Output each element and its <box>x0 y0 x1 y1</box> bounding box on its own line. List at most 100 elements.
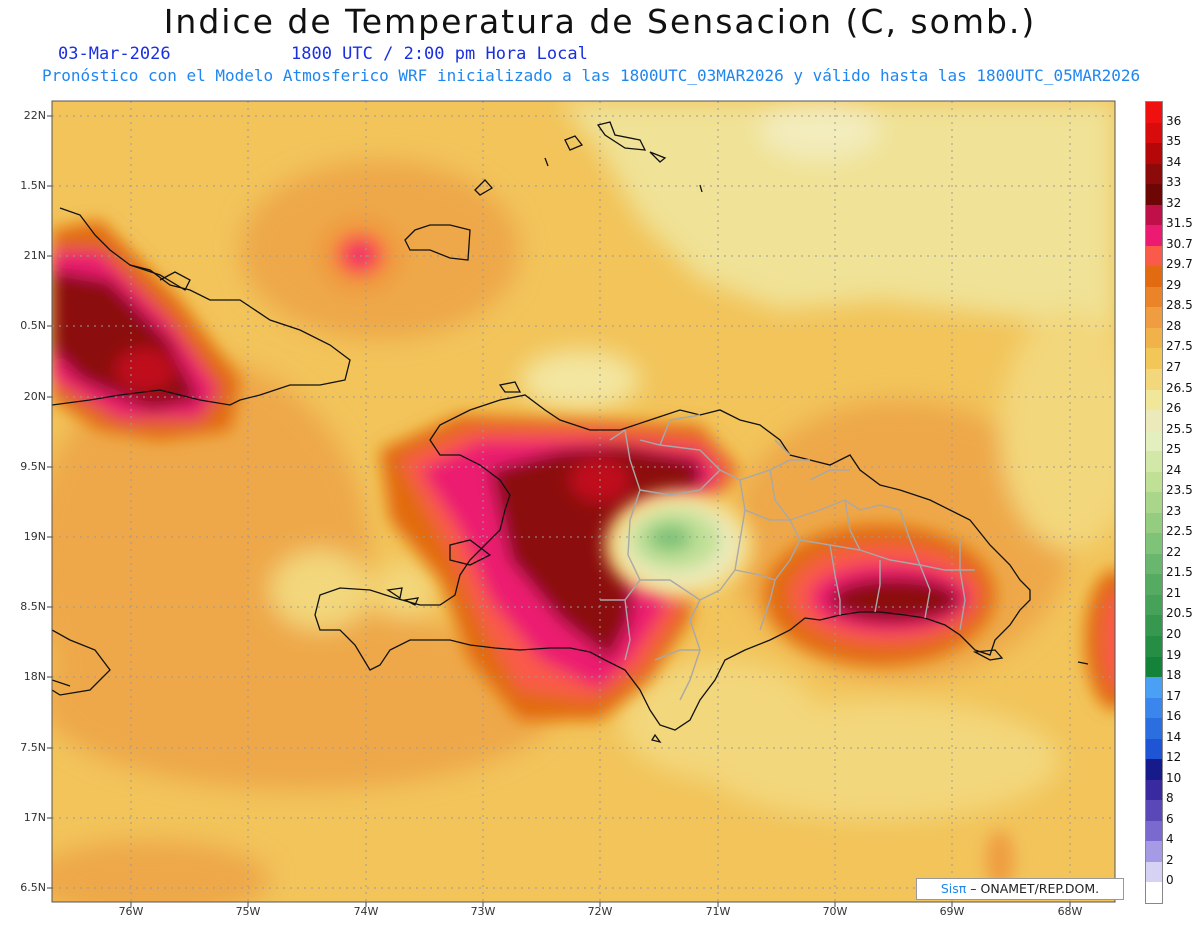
legend-swatch <box>1146 266 1162 288</box>
lon-label: 72W <box>587 905 613 918</box>
legend-swatch <box>1146 492 1162 514</box>
legend-label: 25.5 <box>1166 421 1193 436</box>
map-area <box>52 101 1115 902</box>
legend-swatch <box>1146 779 1162 801</box>
lat-label: 18N <box>23 670 46 683</box>
lat-label: 17N <box>23 811 46 824</box>
legend-swatch <box>1146 184 1162 206</box>
legend-swatch <box>1146 594 1162 616</box>
legend-label: 34 <box>1166 154 1182 169</box>
legend-label: 18 <box>1166 668 1182 683</box>
legend-swatch <box>1146 430 1162 452</box>
legend-label: 28.5 <box>1166 298 1193 313</box>
legend-label: 31.5 <box>1166 216 1193 231</box>
legend-label: 23.5 <box>1166 483 1193 498</box>
legend-swatch <box>1146 348 1162 370</box>
legend-swatch <box>1146 122 1162 144</box>
lat-label: 6.5N <box>20 881 46 894</box>
legend-label: 26.5 <box>1166 380 1193 395</box>
legend-label: 29.7 <box>1166 257 1193 272</box>
legend-label: 23 <box>1166 503 1182 518</box>
credit-box: Sisπ – ONAMET/REP.DOM. <box>916 878 1124 900</box>
legend-label: 4 <box>1166 832 1174 847</box>
lon-label: 75W <box>235 905 261 918</box>
legend-swatch <box>1146 410 1162 432</box>
lon-label: 70W <box>822 905 848 918</box>
legend-swatch <box>1146 327 1162 349</box>
legend-swatch <box>1146 369 1162 391</box>
legend-label: 27 <box>1166 360 1182 374</box>
legend-swatch <box>1146 882 1162 903</box>
legend-swatch <box>1146 861 1162 883</box>
legend-label: 8 <box>1166 791 1174 806</box>
legend-label: 22.5 <box>1166 524 1193 539</box>
legend-swatch <box>1146 841 1162 863</box>
lat-label: 9.5N <box>20 460 46 473</box>
legend-label: 14 <box>1166 729 1182 744</box>
legend-swatch <box>1146 533 1162 555</box>
legend-label: 0 <box>1166 873 1174 888</box>
legend-label: 12 <box>1166 750 1182 765</box>
legend-swatch <box>1146 697 1162 719</box>
forecast-date: 03-Mar-2026 <box>58 44 171 64</box>
legend-swatch <box>1146 636 1162 658</box>
legend-label: 17 <box>1166 688 1182 703</box>
lat-label: 21N <box>23 249 46 262</box>
legend-label: 19 <box>1166 647 1182 662</box>
legend-swatch <box>1146 512 1162 534</box>
sispi-logo: Sisπ <box>940 881 967 896</box>
legend-label: 35 <box>1166 134 1182 149</box>
legend-swatch <box>1146 163 1162 185</box>
legend-label: 6 <box>1166 811 1174 826</box>
lat-label: 7.5N <box>20 741 46 754</box>
legend-label: 2 <box>1166 852 1174 867</box>
legend-swatch <box>1146 143 1162 165</box>
legend-swatch <box>1146 553 1162 575</box>
legend-label: 28 <box>1166 318 1182 333</box>
lat-label: 22N <box>23 109 46 122</box>
legend-label: 29 <box>1166 277 1182 292</box>
lat-label: 19N <box>23 530 46 543</box>
lon-label: 74W <box>353 905 379 918</box>
lat-label: 8.5N <box>20 600 46 613</box>
legend-swatch <box>1146 656 1162 678</box>
legend-label: 27.5 <box>1166 339 1193 354</box>
color-legend <box>1145 101 1163 904</box>
forecast-time: 1800 UTC / 2:00 pm Hora Local <box>291 44 588 64</box>
legend-swatch <box>1146 204 1162 226</box>
lon-label: 71W <box>705 905 731 918</box>
map-title: Indice de Temperatura de Sensacion (C, s… <box>163 2 1037 41</box>
legend-swatch <box>1146 451 1162 473</box>
legend-label: 20.5 <box>1166 606 1193 621</box>
legend-swatch <box>1146 245 1162 267</box>
legend-swatch <box>1146 800 1162 822</box>
legend-label: 36 <box>1166 113 1182 128</box>
legend-label: 22 <box>1166 544 1182 559</box>
legend-label: 25 <box>1166 442 1182 457</box>
legend-label: 26 <box>1166 401 1182 416</box>
legend-swatch <box>1146 738 1162 760</box>
lon-label: 69W <box>939 905 965 918</box>
credit-text: – ONAMET/REP.DOM. <box>970 881 1100 896</box>
lon-label: 76W <box>118 905 144 918</box>
lat-label: 1.5N <box>20 179 46 192</box>
legend-swatch <box>1146 471 1162 493</box>
legend-swatch <box>1146 820 1162 842</box>
legend-label: 16 <box>1166 709 1182 724</box>
legend-swatch <box>1146 389 1162 411</box>
lat-label: 0.5N <box>20 319 46 332</box>
legend-swatch <box>1146 102 1162 124</box>
legend-swatch <box>1146 286 1162 308</box>
legend-label: 21 <box>1166 585 1182 600</box>
heat-index-field <box>52 101 1115 902</box>
legend-label: 33 <box>1166 175 1182 190</box>
legend-label: 32 <box>1166 195 1182 210</box>
legend-label: 10 <box>1166 770 1182 785</box>
legend-swatch <box>1146 307 1162 329</box>
lon-label: 73W <box>470 905 496 918</box>
legend-label: 20 <box>1166 627 1182 641</box>
legend-swatch <box>1146 677 1162 699</box>
lat-label: 20N <box>23 390 46 403</box>
legend-swatch <box>1146 718 1162 740</box>
legend-label: 21.5 <box>1166 565 1193 580</box>
